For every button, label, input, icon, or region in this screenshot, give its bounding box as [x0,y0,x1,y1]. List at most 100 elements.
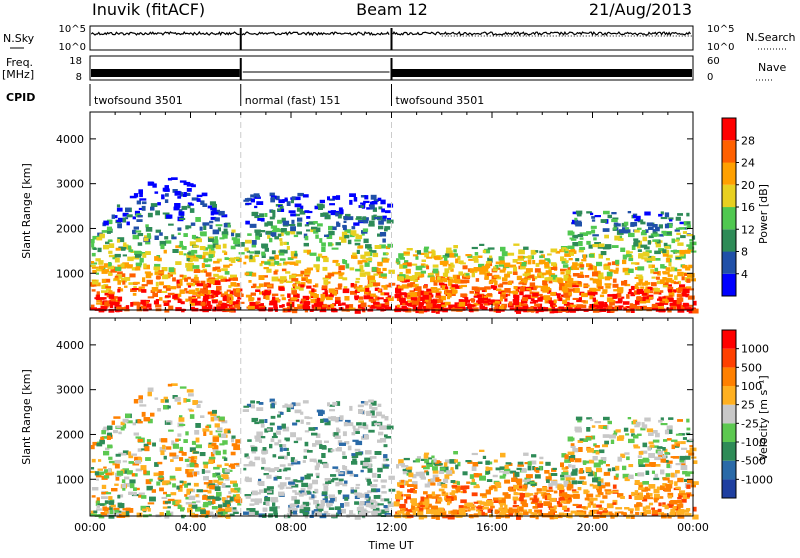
range-gate-cell [284,250,288,254]
range-gate-cell [104,269,109,272]
range-gate-cell [370,484,377,487]
range-gate-cell [204,271,207,273]
range-gate-cell [197,195,203,197]
range-gate-cell [208,490,212,493]
range-gate-cell [364,239,369,244]
range-gate-cell [630,429,634,433]
range-gate-cell [479,507,482,509]
range-gate-cell [432,254,436,256]
range-gate-cell [167,300,171,302]
range-gate-cell [264,291,270,295]
range-gate-cell [169,267,175,272]
range-gate-cell [217,269,221,272]
range-gate-cell [256,407,263,411]
range-gate-cell [440,261,446,265]
range-gate-cell [108,290,112,294]
range-gate-cell [658,503,661,507]
range-gate-cell [254,206,257,208]
range-gate-cell [554,491,557,494]
range-gate-cell [540,297,544,299]
range-gate-cell [637,289,644,294]
range-gate-cell [154,267,161,271]
range-gate-cell [187,252,191,254]
range-gate-cell [102,279,106,283]
range-gate-cell [369,299,373,302]
range-gate-cell [605,283,612,285]
range-gate-cell [571,305,576,308]
range-gate-cell [573,504,579,506]
range-gate-cell [164,236,168,239]
range-gate-cell [286,439,290,441]
range-gate-cell [332,402,337,406]
range-gate-cell [261,230,266,232]
range-gate-cell [380,232,386,237]
range-gate-cell [177,433,181,436]
range-gate-cell [268,307,273,311]
range-gate-cell [677,497,682,499]
range-gate-cell [316,257,320,262]
range-gate-cell [435,296,441,298]
range-gate-cell [236,288,240,293]
range-gate-cell [196,438,200,443]
range-gate-cell [267,429,271,431]
range-gate-cell [504,505,507,509]
range-gate-cell [466,482,470,484]
range-gate-cell [426,289,431,292]
range-gate-cell [458,271,463,275]
range-gate-cell [271,210,276,213]
range-gate-cell [284,468,291,471]
range-gate-cell [668,274,673,277]
range-gate-cell [267,486,274,489]
range-gate-cell [387,244,393,248]
range-gate-cell [369,404,372,409]
frequency-left-tick-bottom: 8 [76,72,82,83]
range-gate-cell [259,439,262,443]
range-gate-cell [294,235,298,237]
range-gate-cell [202,193,208,197]
range-gate-cell [352,226,356,229]
range-gate-cell [652,277,656,279]
range-gate-cell [640,245,647,248]
range-gate-cell [159,475,162,478]
range-gate-cell [476,300,483,302]
range-gate-cell [400,497,404,500]
range-gate-cell [643,458,649,462]
range-gate-cell [397,305,401,308]
range-gate-cell [249,302,255,306]
range-gate-cell [140,258,144,263]
range-gate-cell [202,469,205,474]
range-gate-cell [480,287,486,290]
range-gate-cell [266,269,271,273]
range-gate-cell [367,276,372,280]
beam-title: Beam 12 [356,0,428,19]
range-gate-cell [354,295,359,299]
range-gate-cell [96,295,100,298]
range-gate-cell [472,286,478,290]
range-gate-cell [245,221,250,225]
colorbar-swatch [722,252,736,274]
range-gate-cell [314,303,318,306]
velocity-heatmap [90,318,699,520]
range-gate-cell [676,217,681,221]
range-gate-cell [487,293,492,296]
range-gate-cell [231,436,235,439]
range-gate-cell [628,233,635,237]
range-gate-cell [163,301,168,303]
range-gate-cell [676,228,682,230]
range-gate-cell [91,305,95,308]
range-gate-cell [616,474,619,478]
range-gate-cell [410,292,417,297]
range-gate-cell [474,296,479,298]
range-gate-cell [111,505,116,508]
range-gate-cell [200,246,206,250]
range-gate-cell [272,294,278,296]
range-gate-cell [545,462,550,466]
range-gate-cell [118,226,122,229]
range-gate-cell [164,397,168,400]
range-gate-cell [233,483,238,487]
range-gate-cell [321,453,325,458]
range-gate-cell [225,304,230,306]
range-gate-cell [373,253,378,257]
range-gate-cell [193,451,199,453]
range-gate-cell [619,435,624,439]
